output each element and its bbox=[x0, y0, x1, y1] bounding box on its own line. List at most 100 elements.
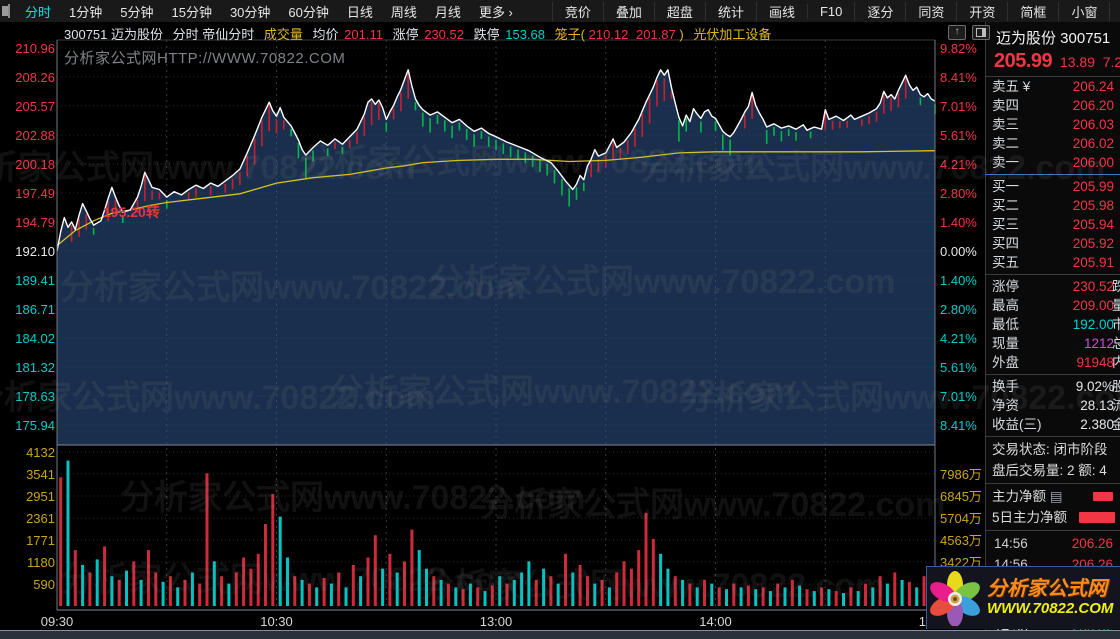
volume-bar bbox=[746, 585, 750, 606]
stat-label: 现量 bbox=[992, 336, 1019, 351]
ask-row[interactable]: 卖二 206.02 bbox=[986, 134, 1120, 153]
bid-row[interactable]: 买一 205.99 bbox=[986, 177, 1120, 196]
expand-icon[interactable]: ↑ bbox=[948, 25, 966, 40]
menu-item-小窗[interactable]: 小窗 bbox=[1058, 1, 1109, 21]
volume-bar bbox=[739, 587, 743, 606]
volume-bar bbox=[849, 587, 853, 606]
menu-item-超盘[interactable]: 超盘 bbox=[653, 1, 705, 21]
volume-bar bbox=[571, 572, 575, 606]
menu-item-逐分[interactable]: 逐分 bbox=[854, 1, 905, 21]
chart-watermark-text: 分析家公式网HTTP://WWW.70822.COM bbox=[64, 50, 346, 67]
menu-item-60分钟[interactable]: 60分钟 bbox=[288, 4, 329, 20]
menu-item-统计[interactable]: 统计 bbox=[704, 1, 756, 21]
volume-bar bbox=[703, 579, 706, 606]
volume-bar bbox=[688, 583, 692, 606]
stat-row: 涨停 230.52跌 bbox=[986, 277, 1120, 296]
menu-item-1分钟[interactable]: 1分钟 bbox=[69, 4, 103, 20]
bid-row[interactable]: 买五 205.91 bbox=[986, 253, 1120, 272]
menu-item-F10[interactable]: F10 bbox=[806, 3, 854, 19]
volume-bar bbox=[234, 572, 238, 606]
stat-row: 收益(三) 2.380金 bbox=[986, 415, 1120, 434]
menu-item-5分钟[interactable]: 5分钟 bbox=[120, 4, 154, 20]
info-bar: 300751 迈为股份 分时 帝仙分时 成交量 均价 201.11 涨停 230… bbox=[64, 24, 777, 42]
window-bottom-strip bbox=[0, 630, 1120, 639]
site-logo: 分析家公式网 WWW.70822.COM bbox=[926, 566, 1120, 629]
stat-row: 换手 9.02%股 bbox=[986, 377, 1120, 396]
volume-bar bbox=[256, 553, 260, 606]
menu-item-更多 ›[interactable]: 更多 › bbox=[478, 4, 513, 20]
volume-bar bbox=[432, 576, 436, 606]
ask-row-label: 卖一 bbox=[992, 155, 1019, 170]
menu-item-日线[interactable]: 日线 bbox=[346, 4, 373, 20]
volume-indicator-label[interactable]: 成交量 bbox=[263, 27, 303, 42]
volume-bar bbox=[512, 579, 516, 606]
ask-row-price: 206.00 bbox=[1072, 155, 1114, 170]
bid-row[interactable]: 买四 205.92 bbox=[986, 234, 1120, 253]
menu-item-开资[interactable]: 开资 bbox=[956, 1, 1007, 21]
main-net-flow-row[interactable]: 主力净额 ▤ bbox=[986, 486, 1120, 507]
intraday-chart[interactable] bbox=[0, 22, 985, 630]
bid-row-label: 买四 bbox=[992, 236, 1019, 251]
list-icon: ▤ bbox=[1049, 489, 1063, 504]
volume-bar bbox=[637, 550, 641, 606]
stat-label: 最高 bbox=[992, 298, 1019, 313]
stat-value: 230.52 bbox=[1072, 279, 1114, 294]
menu-item-周线[interactable]: 周线 bbox=[390, 4, 417, 20]
ask-row-label: 卖三 bbox=[992, 117, 1019, 132]
after-hours-volume: 盘后交易量: 2 额: 4 bbox=[992, 463, 1107, 478]
panel-price-row: 205.99 13.89 7.2 bbox=[986, 49, 1120, 77]
volume-bar bbox=[666, 568, 670, 606]
menu-item-画线[interactable]: 画线 bbox=[755, 1, 807, 21]
volume-bar bbox=[388, 553, 392, 606]
menu-item-分时[interactable]: 分时 bbox=[25, 4, 52, 20]
menu-item-同资[interactable]: 同资 bbox=[905, 1, 956, 21]
ask-row[interactable]: 卖三 206.03 bbox=[986, 115, 1120, 134]
menu-item-30分钟[interactable]: 30分钟 bbox=[229, 4, 271, 20]
bid-row[interactable]: 买二 205.98 bbox=[986, 196, 1120, 215]
volume-bar bbox=[359, 576, 363, 606]
volume-bar bbox=[176, 587, 180, 606]
ask-row[interactable]: 卖一 206.00 bbox=[986, 153, 1120, 172]
volume-bar bbox=[81, 565, 85, 606]
main-net-5d-row[interactable]: 5日主力净额 bbox=[986, 507, 1120, 528]
stat-value: 91948 bbox=[1076, 355, 1114, 370]
price-annotation: 195.20转 bbox=[103, 204, 160, 220]
volume-bar bbox=[644, 512, 648, 606]
stat-row: 现量 1212总 bbox=[986, 334, 1120, 353]
bid-row-label: 买三 bbox=[992, 217, 1019, 232]
ask-row[interactable]: 卖五 ¥ 206.24 bbox=[986, 77, 1120, 96]
industry-label[interactable]: 光伏加工设备 bbox=[693, 27, 772, 42]
volume-bar bbox=[381, 568, 385, 606]
menu-item-15分钟[interactable]: 15分钟 bbox=[171, 4, 212, 20]
menu-item-标记[interactable]: 标记 bbox=[1109, 1, 1120, 21]
volume-bar bbox=[300, 579, 304, 606]
last-price: 205.99 bbox=[994, 50, 1053, 72]
bid-row[interactable]: 买三 205.94 bbox=[986, 215, 1120, 234]
volume-bar bbox=[183, 579, 187, 606]
clipped-column-label: 金 bbox=[1112, 415, 1120, 434]
volume-bar bbox=[439, 579, 443, 606]
ask-row-label: 卖二 bbox=[992, 136, 1019, 151]
main-net-5d-label: 5日主力净额 bbox=[992, 510, 1068, 525]
split-view-icon[interactable] bbox=[972, 25, 990, 40]
tick-price: 206.26 bbox=[1071, 536, 1113, 551]
menu-item-简框[interactable]: 简框 bbox=[1007, 1, 1058, 21]
clipped-column-label: 股 bbox=[1112, 377, 1120, 396]
menu-item-竞价[interactable]: 竞价 bbox=[551, 1, 603, 21]
volume-bar bbox=[227, 583, 231, 606]
menu-item-月线[interactable]: 月线 bbox=[434, 4, 461, 20]
ask-row[interactable]: 卖四 206.20 bbox=[986, 96, 1120, 115]
volume-bar bbox=[139, 579, 143, 606]
volume-bar bbox=[446, 583, 450, 606]
stat-row: 最高 209.00量 bbox=[986, 296, 1120, 315]
stat-label: 净资 bbox=[992, 398, 1019, 413]
volume-bar bbox=[834, 591, 838, 606]
average-price-line bbox=[56, 150, 936, 247]
bid-row-price: 205.92 bbox=[1072, 236, 1114, 251]
menu-item-叠加[interactable]: 叠加 bbox=[602, 1, 654, 21]
window-layout-icon[interactable] bbox=[2, 4, 10, 18]
time-axis-label: 14:00 bbox=[699, 614, 732, 629]
tick-row[interactable]: 14:56 206.26 bbox=[986, 533, 1120, 554]
volume-bar bbox=[66, 460, 70, 606]
ask-row-label: 卖五 ¥ bbox=[992, 79, 1031, 94]
